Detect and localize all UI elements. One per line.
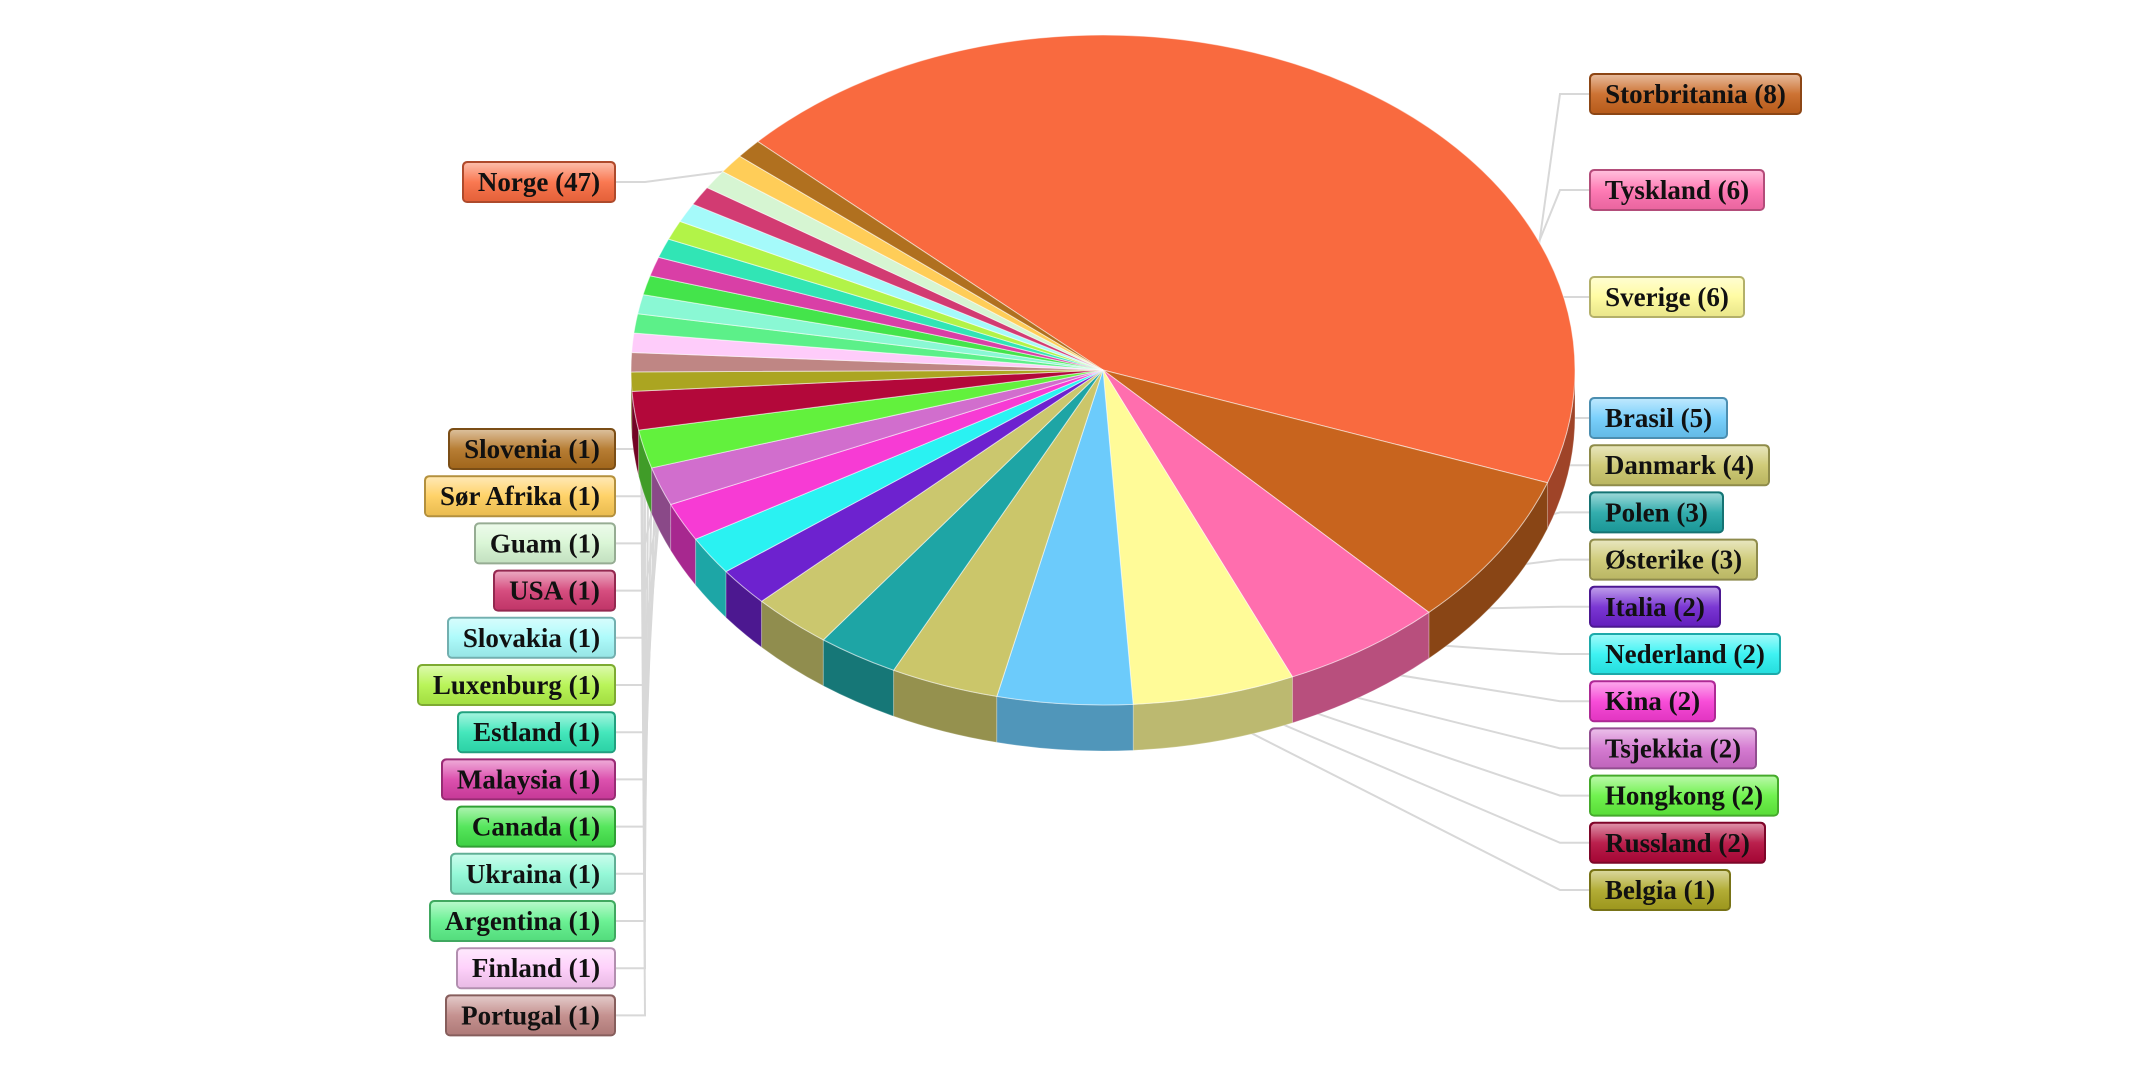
label-slovakia: Slovakia (1) [447,616,616,659]
label-text: Kina (2) [1605,686,1700,716]
label-text: Norge (47) [478,167,600,197]
label-luxenburg: Luxenburg (1) [417,664,616,706]
label-text: Guam (1) [490,528,600,558]
pie-slices [630,34,1576,706]
label-gloss [1591,493,1722,532]
label-gloss [464,163,614,201]
slice-norge [756,34,1576,484]
label-text: USA (1) [509,576,600,606]
slice-tyskland [1102,369,1430,678]
label-slovenia: Slovenia (1) [448,428,616,470]
label-tsjekkia: Tsjekkia (2) [1589,727,1757,770]
label-text: Slovenia (1) [464,434,600,464]
label-gloss [458,807,614,846]
leader-line-argentina [615,324,647,922]
label-text: Hongkong (2) [1605,781,1763,811]
label-gloss [1591,399,1726,437]
label-text: Tsjekkia (2) [1605,733,1741,763]
label-norge: Norge (47) [462,161,616,203]
slice-labels: Norge (47) Storbritania (8) Tyskland (6) Sv… [417,73,1802,1037]
label-sverige: Sverige (6) [1589,276,1745,318]
label-text: Tyskland (6) [1605,175,1749,205]
label-text: Sør Afrika (1) [440,481,600,511]
label-text: Østerike (3) [1605,545,1742,575]
label-text: Polen (3) [1605,497,1708,527]
label-text: Sverige (6) [1605,282,1729,312]
label-gloss [1591,682,1714,721]
slice-storbritania [1102,369,1549,613]
label-polen: Polen (3) [1589,491,1724,534]
label-text: Russland (2) [1605,828,1750,858]
label-argentina: Argentina (1) [429,900,616,942]
label-gloss [452,854,614,893]
label-gloss [1591,823,1764,862]
label-hongkong: Hongkong (2) [1589,774,1779,817]
label-gloss [1591,776,1777,815]
label-italia: Italia (2) [1589,585,1721,628]
label-text: Malaysia (1) [457,764,600,794]
label-russland: Russland (2) [1589,821,1766,864]
label-text: Luxenburg (1) [433,670,600,700]
label-text: Estland (1) [473,717,600,747]
label-gloss [447,996,614,1035]
label-gloss [450,430,614,468]
label-gloss [1591,540,1756,579]
label-portugal: Portugal (1) [445,994,616,1037]
label-guam: Guam (1) [474,522,616,565]
label-finland: Finland (1) [456,947,616,990]
label-text: Finland (1) [472,953,600,983]
label-text: Nederland (2) [1605,639,1765,669]
label-nederland: Nederland (2) [1589,633,1781,675]
label-usa: USA (1) [493,569,616,612]
label-sor-afrika: Sør Afrika (1) [424,475,616,518]
label-gloss [431,902,614,940]
slice-sverige [1102,369,1294,705]
label-osterike: Østerike (3) [1589,538,1758,581]
label-text: Italia (2) [1605,592,1705,622]
leader-line-portugal [615,362,647,1017]
label-brasil: Brasil (5) [1589,397,1728,439]
label-text: Ukraina (1) [466,859,600,889]
label-belgia: Belgia (1) [1589,869,1731,911]
label-gloss [1591,278,1743,316]
label-gloss [459,713,614,752]
label-text: Belgia (1) [1605,875,1715,905]
label-text: Slovakia (1) [463,623,600,653]
label-gloss [1591,446,1768,485]
pie-sides [630,369,1576,752]
label-text: Canada (1) [472,812,600,842]
label-text: Portugal (1) [461,1000,600,1030]
slice-slovenia [738,140,1104,371]
label-gloss [458,949,614,988]
label-gloss [1591,729,1755,768]
label-text: Danmark (4) [1605,450,1754,480]
label-canada: Canada (1) [456,805,616,848]
label-gloss [476,524,614,563]
label-gloss [1591,635,1779,673]
label-text: Brasil (5) [1605,403,1712,433]
label-tyskland: Tyskland (6) [1589,169,1765,211]
label-gloss [426,477,614,516]
label-danmark: Danmark (4) [1589,444,1770,487]
label-gloss [419,666,614,704]
label-kina: Kina (2) [1589,680,1716,723]
leader-line-finland [615,343,647,970]
label-gloss [449,618,614,657]
label-gloss [1591,171,1763,209]
label-gloss [495,571,614,610]
label-malaysia: Malaysia (1) [441,758,616,801]
label-ukraina: Ukraina (1) [450,852,616,895]
label-storbritania: Storbritania (8) [1589,73,1802,115]
label-text: Argentina (1) [445,906,600,936]
label-gloss [1591,75,1800,113]
label-gloss [1591,871,1729,909]
label-gloss [1591,587,1719,626]
label-gloss [443,760,614,799]
label-estland: Estland (1) [457,711,616,754]
label-text: Storbritania (8) [1605,79,1786,109]
